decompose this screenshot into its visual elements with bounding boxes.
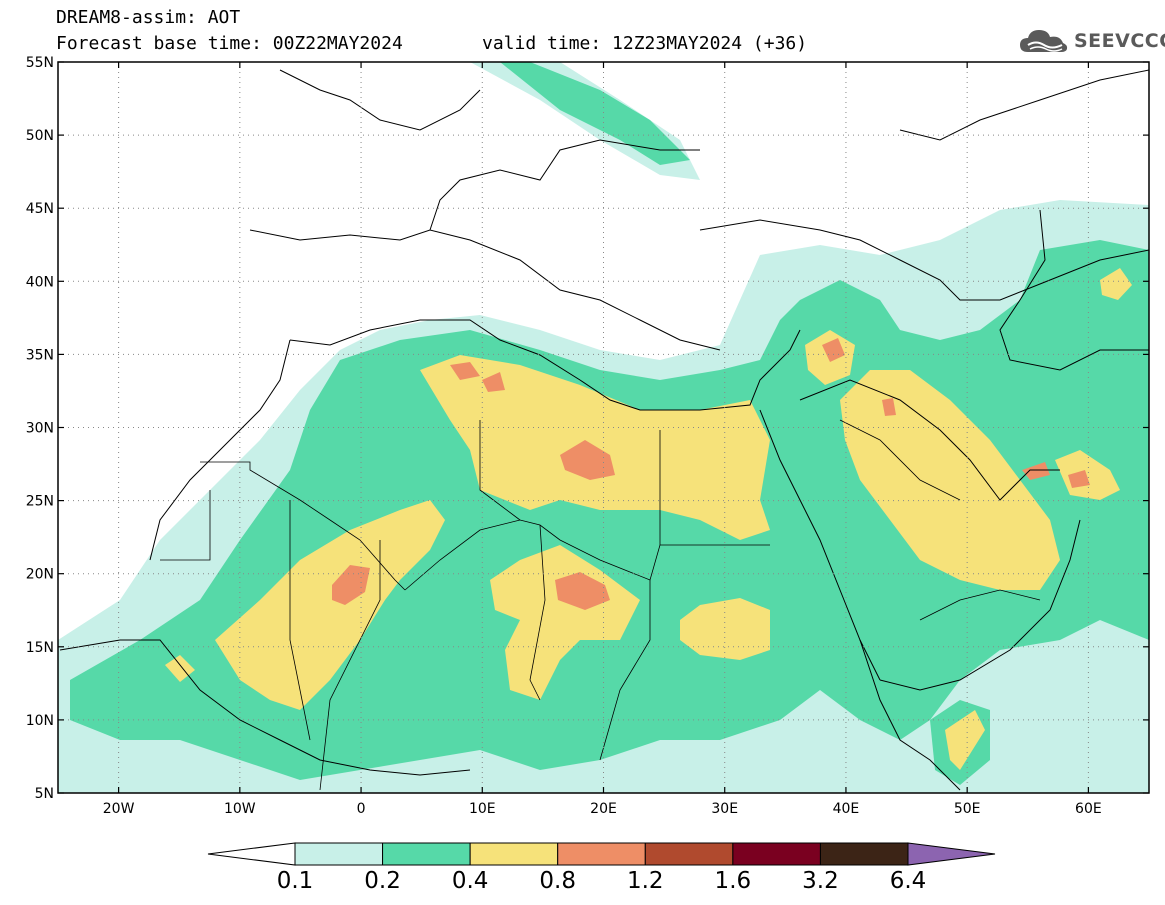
lon-axis: 20W 10W 0 10E 20E 30E 40E 50E 60E — [103, 801, 1102, 817]
lon-label: 30E — [711, 801, 738, 817]
colorbar-box — [732, 842, 821, 866]
colorbar-box — [819, 842, 909, 866]
cloud-icon — [1020, 30, 1068, 52]
lon-label: 0 — [357, 801, 366, 817]
colorbar-box — [294, 842, 384, 866]
colorbar-label: 0.4 — [451, 868, 489, 894]
lon-label: 10E — [469, 801, 496, 817]
colorbar-label: 0.2 — [364, 868, 401, 894]
axis-ticks — [58, 61, 1149, 794]
lat-label: 5N — [35, 786, 54, 802]
lat-label: 55N — [26, 55, 54, 71]
colorbar-box — [644, 842, 734, 866]
colorbar-label: 0.1 — [276, 868, 314, 894]
lat-label: 10N — [26, 713, 54, 729]
base-time-label: Forecast base time: 00Z22MAY2024 — [56, 33, 403, 54]
map-title: DREAM8-assim: AOT — [56, 7, 241, 28]
valid-time-label: valid time: 12Z23MAY2024 (+36) — [482, 33, 808, 54]
colorbar-label: 1.2 — [626, 868, 664, 894]
seevccc-logo: SEEVCCC — [1018, 26, 1165, 56]
lon-label: 40E — [833, 801, 860, 817]
colorbar-box — [382, 842, 471, 866]
lon-label: 60E — [1075, 801, 1102, 817]
aot-level-0-8 — [332, 338, 1090, 610]
lon-label: 20W — [103, 801, 135, 817]
lat-label: 50N — [26, 128, 54, 144]
lat-label: 40N — [26, 274, 54, 290]
colorbar-label: 6.4 — [889, 868, 927, 894]
lat-label: 35N — [26, 347, 54, 363]
colorbar-label: 0.8 — [539, 868, 576, 894]
lat-label: 15N — [26, 640, 54, 656]
colorbar-label: 1.6 — [714, 868, 752, 894]
graticule — [58, 62, 1149, 793]
lat-axis: 55N 50N 45N 40N 35N 30N 25N 20N 15N 10N 5N — [26, 55, 54, 802]
colorbar-min-arrow — [207, 842, 296, 866]
lon-label: 10W — [224, 801, 256, 817]
colorbar-max-arrow — [907, 842, 996, 866]
colorbar-box — [557, 842, 646, 866]
lon-label: 20E — [590, 801, 617, 817]
lat-label: 25N — [26, 494, 54, 510]
colorbar-label: 3.2 — [802, 868, 839, 894]
lat-label: 45N — [26, 201, 54, 217]
lat-label: 20N — [26, 567, 54, 583]
logo-text: SEEVCCC — [1074, 30, 1165, 52]
colorbar-box — [469, 842, 559, 866]
lat-label: 30N — [26, 421, 54, 437]
colorbar — [207, 842, 996, 866]
coastlines — [59, 69, 1149, 791]
lon-label: 50E — [954, 801, 981, 817]
